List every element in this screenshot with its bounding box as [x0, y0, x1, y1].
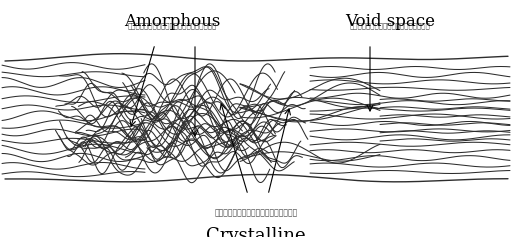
- Text: Amorphous: Amorphous: [124, 13, 220, 30]
- Text: ส่วนที่ไม่เป็นระเบียบ: ส่วนที่ไม่เป็นระเบียบ: [127, 22, 217, 29]
- Text: Void space: Void space: [345, 13, 435, 30]
- Text: ส่วนที่เป็นระเบียบ: ส่วนที่เป็นระเบียบ: [215, 208, 297, 217]
- Text: Crystalline: Crystalline: [206, 227, 306, 237]
- Text: ส่วนที่เป็นช่องว่าง: ส่วนที่เป็นช่องว่าง: [350, 22, 431, 29]
